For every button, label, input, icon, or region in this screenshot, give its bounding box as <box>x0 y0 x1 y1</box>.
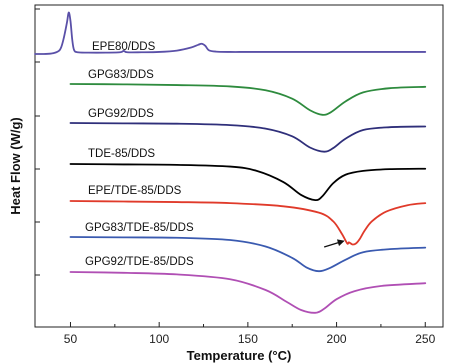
series-line-0 <box>34 11 427 55</box>
x-tick-label-50: 50 <box>64 332 78 346</box>
x-tick-label-100: 100 <box>149 332 169 346</box>
dsc-curves <box>34 11 427 314</box>
series-line-4 <box>69 200 427 246</box>
axis-frame <box>34 4 444 328</box>
series-label-6: GPG92/TDE-85/DDS <box>85 256 194 268</box>
annotations <box>323 239 345 248</box>
x-tick-label-150: 150 <box>238 332 258 346</box>
series-line-5 <box>69 236 427 273</box>
series-label-5: GPG83/TDE-85/DDS <box>85 222 194 234</box>
y-axis-title: Heat Flow (W/g) <box>8 117 23 215</box>
series-label-3: TDE-85/DDS <box>88 148 155 160</box>
series-line-3 <box>69 163 427 202</box>
annotation-arrow-0 <box>323 239 345 248</box>
series-line-6 <box>69 271 427 314</box>
series-label-2: GPG92/DDS <box>88 108 154 120</box>
x-axis-title: Temperature (°C) <box>187 348 292 363</box>
x-tick-label-250: 250 <box>415 332 435 346</box>
series-labels: EPE80/DDS GPG83/DDS GPG92/DDS TDE-85/DDS EPE… <box>85 41 194 268</box>
plot-frame <box>34 4 444 328</box>
series-label-4: EPE/TDE-85/DDS <box>88 185 182 197</box>
series-line-1 <box>69 83 427 116</box>
series-label-1: GPG83/DDS <box>88 69 154 81</box>
series-label-0: EPE80/DDS <box>92 41 156 53</box>
x-axis-ticks: 50 100 150 200 250 <box>64 322 436 346</box>
x-tick-label-200: 200 <box>327 332 347 346</box>
series-line-2 <box>69 122 427 153</box>
y-axis-ticks <box>35 8 40 276</box>
